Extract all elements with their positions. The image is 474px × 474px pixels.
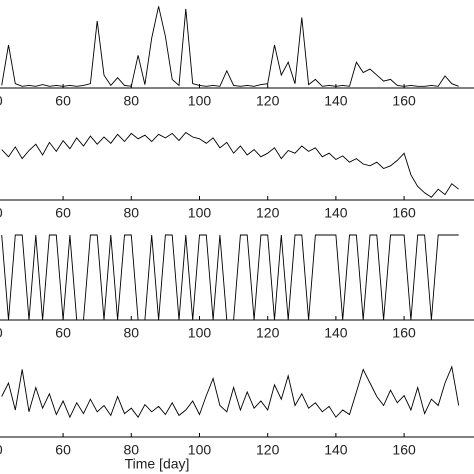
x-tick-label: 140: [324, 442, 348, 458]
series-line: [1, 234, 459, 321]
x-tick-label: 120: [256, 325, 280, 341]
x-axis-label: Time [day]: [125, 456, 190, 472]
series-line: [1, 365, 460, 419]
x-tick-label: 160: [392, 442, 416, 458]
x-tick-label: 120: [256, 93, 280, 109]
x-tick-label: 140: [324, 205, 348, 221]
series-line: [1, 131, 459, 198]
x-tick-label: 60: [55, 93, 71, 109]
x-tick-label: 40: [0, 442, 3, 458]
x-tick-label: 140: [324, 325, 348, 341]
x-tick-label: 100: [188, 325, 212, 341]
x-tick-label: 80: [123, 205, 139, 221]
x-tick-label: 80: [123, 442, 139, 458]
x-tick-label: 120: [256, 205, 280, 221]
x-tick-label: 140: [324, 93, 348, 109]
x-tick-label: 160: [392, 93, 416, 109]
x-tick-label: 160: [392, 205, 416, 221]
x-tick-label: 60: [55, 205, 71, 221]
x-tick-label: 80: [123, 93, 139, 109]
x-tick-label: 60: [55, 442, 71, 458]
x-tick-label: 100: [188, 93, 212, 109]
x-tick-label: 100: [188, 442, 212, 458]
series-line: [1, 6, 459, 87]
x-tick-label: 40: [0, 325, 3, 341]
x-tick-label: 60: [55, 325, 71, 341]
x-tick-label: 160: [392, 325, 416, 341]
x-tick-label: 100: [188, 205, 212, 221]
x-tick-label: 120: [256, 442, 280, 458]
x-tick-label: 80: [123, 325, 139, 341]
x-tick-label: 40: [0, 93, 3, 109]
x-tick-label: 40: [0, 205, 3, 221]
